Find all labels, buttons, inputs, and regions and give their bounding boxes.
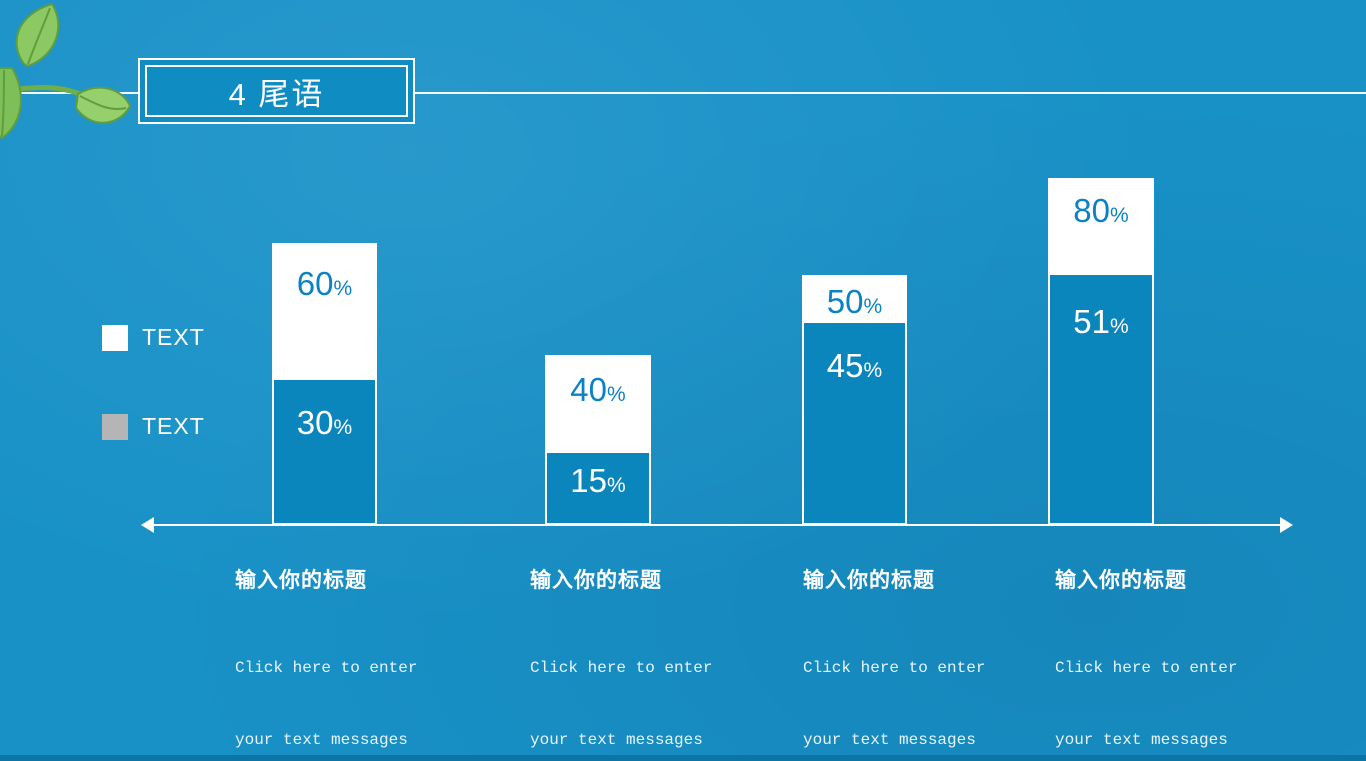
bar-2-bottom-segment: 15% bbox=[547, 453, 649, 523]
bar-3-top-value-label: 50% bbox=[804, 285, 905, 318]
legend-label-white: TEXT bbox=[142, 324, 205, 350]
x-axis-left-arrow-icon bbox=[141, 517, 154, 533]
bar-2-top-unit: % bbox=[607, 383, 626, 406]
leaf-top bbox=[15, 2, 60, 68]
column-1-line-1: Click here to enter bbox=[235, 659, 418, 677]
bar-3-top-unit: % bbox=[863, 295, 883, 318]
bar-3: 50% 45% bbox=[802, 275, 907, 525]
legend-swatch-white bbox=[102, 324, 128, 351]
bar-1-top-value: 60 bbox=[296, 265, 334, 302]
bar-4-top-value: 80 bbox=[1073, 192, 1111, 229]
bar-2-top-value-label: 40% bbox=[547, 373, 649, 406]
x-axis-line bbox=[152, 524, 1282, 526]
legend-swatch-gray bbox=[102, 413, 128, 440]
bar-4-bottom-segment: 51% bbox=[1050, 275, 1152, 523]
bar-4-bottom-unit: % bbox=[1110, 315, 1129, 338]
bar-2-top-value: 40 bbox=[570, 371, 608, 408]
leaf-left-vein bbox=[1, 69, 5, 137]
bar-2-bottom-unit: % bbox=[607, 474, 626, 497]
bottom-edge-strip bbox=[0, 755, 1366, 761]
bar-2-bottom-value: 15 bbox=[570, 462, 608, 499]
bar-1-top-unit: % bbox=[333, 277, 353, 300]
bar-4-bottom-value-label: 51% bbox=[1050, 305, 1152, 338]
column-2-title: 输入你的标题 bbox=[530, 569, 662, 592]
bar-2: 40% 15% bbox=[545, 355, 651, 525]
bar-1-bottom-unit: % bbox=[333, 416, 353, 439]
bar-1-bottom-value: 30 bbox=[296, 404, 334, 441]
bar-1-bottom-segment: 30% bbox=[274, 380, 375, 523]
column-2-body: Click here to enter your text messages c… bbox=[530, 608, 712, 761]
bar-2-bottom-value-label: 15% bbox=[547, 464, 649, 497]
column-3-title: 输入你的标题 bbox=[803, 569, 935, 592]
section-title-box: 4 尾语 bbox=[138, 58, 415, 124]
leaf-top-vein bbox=[27, 7, 51, 65]
column-1-title: 输入你的标题 bbox=[235, 569, 367, 592]
bar-1-top-value-label: 60% bbox=[274, 267, 375, 300]
legend-label-gray: TEXT bbox=[142, 413, 205, 439]
column-4-body: Click here to enter your text messages c… bbox=[1055, 608, 1237, 761]
column-3-line-1: Click here to enter bbox=[803, 659, 986, 677]
column-4-line-2: your text messages bbox=[1055, 731, 1228, 749]
bar-3-bottom-segment: 45% bbox=[804, 323, 905, 523]
column-4-title: 输入你的标题 bbox=[1055, 569, 1187, 592]
top-rule-line bbox=[0, 92, 1366, 94]
leaf-right bbox=[74, 86, 132, 124]
column-4-line-1: Click here to enter bbox=[1055, 659, 1238, 677]
column-3-line-2: your text messages bbox=[803, 731, 976, 749]
bar-4-top-unit: % bbox=[1110, 204, 1129, 227]
leaf-right-vein bbox=[79, 95, 127, 110]
column-1-line-2: your text messages bbox=[235, 731, 408, 749]
section-title-inner-frame: 4 尾语 bbox=[145, 65, 408, 117]
bar-3-bottom-unit: % bbox=[863, 359, 883, 382]
plant-leaves-decoration bbox=[0, 2, 132, 140]
bar-4-top-value-label: 80% bbox=[1050, 194, 1152, 227]
column-2-line-1: Click here to enter bbox=[530, 659, 713, 677]
bar-3-bottom-value: 45 bbox=[826, 347, 864, 384]
bar-4: 80% 51% bbox=[1048, 178, 1154, 525]
bar-3-top-value: 50 bbox=[826, 283, 864, 320]
column-3-body: Click here to enter your text messages c… bbox=[803, 608, 985, 761]
legend-item-gray: TEXT bbox=[102, 413, 205, 440]
bar-1: 60% 30% bbox=[272, 243, 377, 525]
section-title: 4 尾语 bbox=[228, 76, 325, 112]
x-axis-right-arrow-icon bbox=[1280, 517, 1293, 533]
bar-4-bottom-value: 51 bbox=[1073, 303, 1111, 340]
column-1-body: Click here to enter your text messages c… bbox=[235, 608, 417, 761]
bar-1-bottom-value-label: 30% bbox=[274, 406, 375, 439]
column-2-line-2: your text messages bbox=[530, 731, 703, 749]
plant-stem bbox=[0, 85, 81, 97]
bar-3-bottom-value-label: 45% bbox=[804, 349, 905, 382]
legend-item-white: TEXT bbox=[102, 324, 205, 351]
leaf-left bbox=[0, 67, 22, 140]
